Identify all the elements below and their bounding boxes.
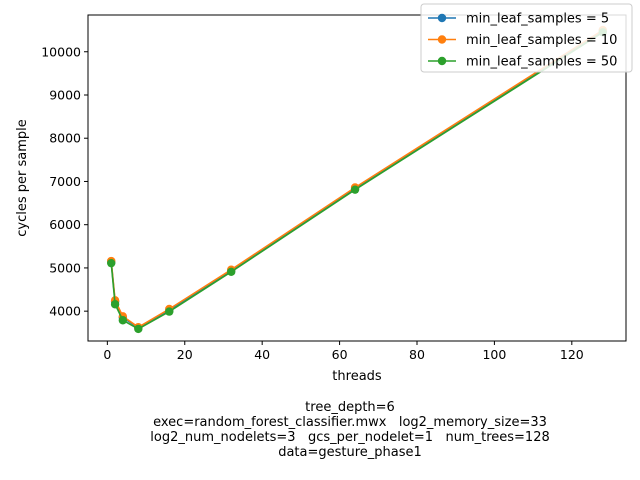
plot-frame bbox=[87, 14, 627, 342]
y-tick-label: 9000 bbox=[49, 87, 81, 102]
x-tick-label: 100 bbox=[482, 347, 506, 362]
line-chart: 0 20 40 60 80 100 120 4000 5000 6000 7000 8000 9000… bbox=[15, 3, 633, 384]
legend-label: min_leaf_samples = 10 bbox=[466, 33, 617, 48]
caption-line: exec=random_forest_classifier.mwx log2_m… bbox=[153, 415, 547, 430]
y-tick-label: 5000 bbox=[49, 260, 81, 275]
x-tick-label: 0 bbox=[103, 347, 111, 362]
data-point bbox=[134, 324, 143, 334]
x-tick-label: 80 bbox=[409, 347, 425, 362]
data-series bbox=[107, 25, 607, 334]
series-line bbox=[110, 30, 604, 329]
y-axis-label: cycles per sample bbox=[15, 119, 30, 237]
data-point bbox=[165, 307, 174, 316]
x-tick-label: 60 bbox=[332, 347, 348, 362]
series-1 bbox=[107, 26, 607, 332]
y-axis-ticks: 4000 5000 6000 7000 8000 9000 10000 bbox=[41, 44, 88, 319]
legend-item: min_leaf_samples = 50 bbox=[428, 55, 617, 70]
data-point bbox=[350, 185, 360, 194]
y-tick-label: 6000 bbox=[49, 217, 81, 232]
legend-marker bbox=[437, 13, 447, 23]
y-tick-label: 4000 bbox=[49, 304, 81, 319]
x-axis-label: threads bbox=[332, 369, 382, 384]
legend-item: min_leaf_samples = 10 bbox=[428, 33, 617, 48]
legend-box bbox=[420, 3, 633, 73]
caption-line: tree_depth=6 bbox=[305, 400, 395, 415]
legend-label: min_leaf_samples = 50 bbox=[466, 55, 617, 70]
x-tick-label: 20 bbox=[177, 347, 193, 362]
x-axis-ticks: 0 20 40 60 80 100 120 bbox=[103, 341, 584, 362]
legend-label: min_leaf_samples = 5 bbox=[466, 12, 609, 27]
data-point bbox=[227, 267, 236, 277]
series-3 bbox=[107, 28, 607, 334]
legend-marker bbox=[437, 56, 447, 66]
legend-item: min_leaf_samples = 5 bbox=[428, 12, 609, 27]
series-line bbox=[110, 29, 604, 328]
data-point bbox=[107, 258, 116, 268]
legend-marker bbox=[437, 35, 447, 44]
y-tick-label: 7000 bbox=[49, 174, 81, 189]
y-tick-label: 8000 bbox=[49, 131, 81, 146]
data-point bbox=[110, 300, 120, 309]
legend: min_leaf_samples = 5 min_leaf_samples = 1… bbox=[420, 3, 633, 73]
caption-line: log2_num_nodelets=3 gcs_per_nodelet=1 nu… bbox=[150, 430, 550, 445]
figure-caption: tree_depth=6 exec=random_forest_classifi… bbox=[0, 400, 640, 460]
data-point bbox=[118, 316, 128, 325]
y-tick-label: 10000 bbox=[41, 44, 81, 59]
caption-line: data=gesture_phase1 bbox=[278, 445, 422, 460]
x-tick-label: 120 bbox=[560, 347, 584, 362]
x-tick-label: 40 bbox=[254, 347, 270, 362]
